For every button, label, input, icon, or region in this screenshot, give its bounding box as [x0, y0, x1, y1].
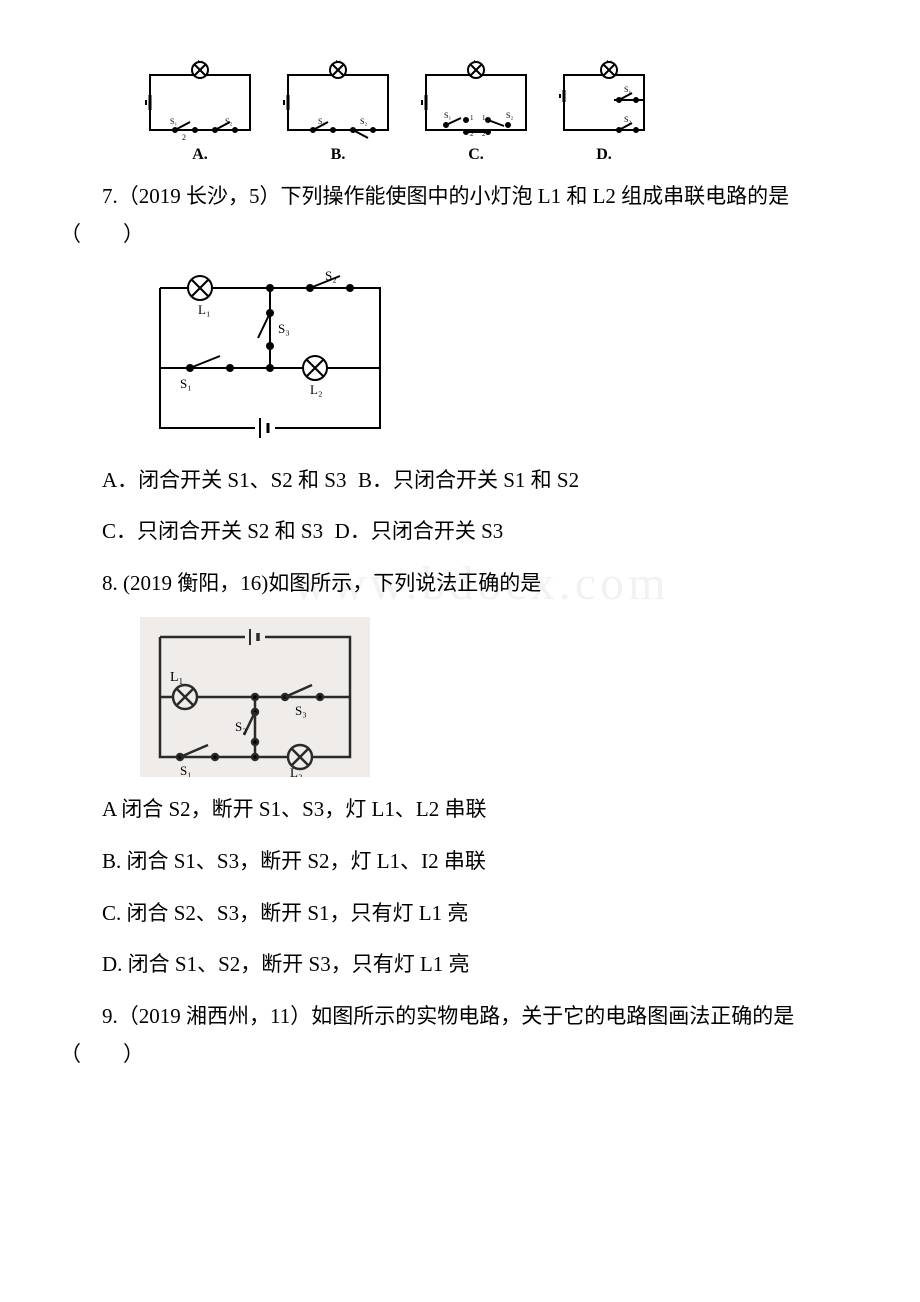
svg-text:L₂: L₂: [290, 765, 302, 777]
diagram-label-c: C.: [468, 146, 484, 164]
svg-text:S₁: S₁: [444, 111, 451, 120]
svg-text:S₁: S₁: [170, 117, 177, 126]
q7-text-content: 7.（2019 长沙，5）下列操作能使图中的小灯泡 L1 和 L2 组成串联电路…: [60, 184, 789, 246]
svg-text:S₂: S₂: [235, 719, 247, 734]
q7-option-c: C．只闭合开关 S2 和 S3: [102, 519, 323, 543]
q7-options-ab: A．闭合开关 S1、S2 和 S3 B．只闭合开关 S1 和 S2: [60, 462, 860, 500]
diagram-cell-d: L S₁ S₂ D.: [554, 60, 654, 164]
q8-circuit-icon: L₁ S₂ S₃ S₁ L₂: [140, 617, 370, 777]
svg-text:S₂: S₂: [506, 111, 513, 120]
svg-text:L₂: L₂: [310, 382, 322, 397]
q8-text: 8. (2019 衡阳，16)如图所示，下列说法正确的是: [102, 571, 541, 595]
q8-text-wrap: www.bdocx.com 8. (2019 衡阳，16)如图所示，下列说法正确…: [60, 565, 860, 603]
svg-text:L₁: L₁: [170, 670, 183, 685]
circuit-c-icon: L S₁ 1 2 S₂ 1 2: [416, 60, 536, 140]
diagram-cell-b: L S₁ S₂ B.: [278, 60, 398, 164]
circuit-b-icon: L S₁ S₂: [278, 60, 398, 140]
q7-option-b: B．只闭合开关 S1 和 S2: [358, 468, 579, 492]
svg-text:S₂: S₂: [225, 117, 232, 126]
diagram-label-d: D.: [596, 146, 612, 164]
q8-option-a: A 闭合 S2，断开 S1、S3，灯 L1、L2 串联: [60, 791, 860, 829]
svg-text:S₂: S₂: [624, 115, 631, 124]
diagram-label-a: A.: [192, 146, 208, 164]
svg-text:L₁: L₁: [198, 302, 210, 317]
svg-text:L: L: [335, 60, 341, 64]
svg-text:S₁: S₁: [318, 117, 325, 126]
svg-text:S₂: S₂: [360, 117, 367, 126]
circuit-a-icon: L S₁ 2 S₂: [140, 60, 260, 140]
diagram-cell-a: L S₁ 2 S₂ A.: [140, 60, 260, 164]
svg-text:S₃: S₃: [295, 703, 307, 718]
q7-options-cd: C．只闭合开关 S2 和 S3 D．只闭合开关 S3: [60, 513, 860, 551]
diagram-cell-c: L S₁ 1 2 S₂ 1 2 C.: [416, 60, 536, 164]
q8-option-b: B. 闭合 S1、S3，断开 S2，灯 L1、I2 串联: [60, 843, 860, 881]
svg-text:S₁: S₁: [180, 376, 192, 391]
circuit-d-icon: L S₁ S₂: [554, 60, 654, 140]
q7-text: 7.（2019 长沙，5）下列操作能使图中的小灯泡 L1 和 L2 组成串联电路…: [60, 178, 860, 254]
q8-circuit: L₁ S₂ S₃ S₁ L₂: [140, 617, 860, 777]
svg-text:1: 1: [482, 114, 486, 122]
q8-option-d: D. 闭合 S1、S2，断开 S3，只有灯 L1 亮: [60, 946, 860, 984]
top-circuit-row: L S₁ 2 S₂ A.: [140, 60, 860, 164]
diagram-label-b: B.: [331, 146, 346, 164]
svg-text:S₁: S₁: [624, 85, 631, 94]
q7-circuit-icon: L₁ S₂ S₃ S₁ L₂: [140, 268, 400, 448]
q9-text: 9.（2019 湘西州，11）如图所示的实物电路，关于它的电路图画法正确的是（ …: [60, 998, 860, 1074]
q7-circuit: L₁ S₂ S₃ S₁ L₂: [140, 268, 860, 448]
svg-text:1: 1: [470, 114, 474, 122]
svg-text:S₂: S₂: [325, 268, 337, 283]
svg-text:L: L: [606, 60, 612, 64]
svg-text:L: L: [473, 60, 479, 64]
q7-option-d: D．只闭合开关 S3: [335, 519, 504, 543]
svg-text:S₁: S₁: [180, 763, 192, 777]
q8-option-c: C. 闭合 S2、S3，断开 S1，只有灯 L1 亮: [60, 895, 860, 933]
svg-text:2: 2: [182, 133, 186, 140]
q7-option-a: A．闭合开关 S1、S2 和 S3: [102, 468, 346, 492]
svg-text:S₃: S₃: [278, 321, 290, 336]
svg-text:L: L: [197, 60, 203, 64]
